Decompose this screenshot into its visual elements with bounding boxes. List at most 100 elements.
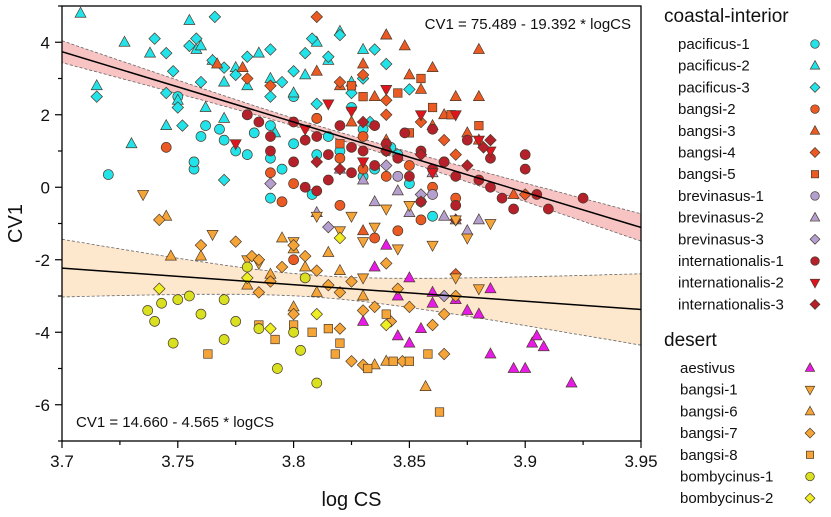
point-brevinasus-2 <box>368 195 381 207</box>
point-pacificus-2 <box>218 75 231 87</box>
point-aestivus <box>526 336 539 348</box>
point-internationalis-3 <box>333 162 347 176</box>
point-pacificus-1 <box>265 192 276 204</box>
point-bangsi-7 <box>356 304 370 317</box>
legend-label-brevinasus-2: brevinasus-2 <box>678 210 764 227</box>
point-pacificus-3 <box>208 10 222 24</box>
point-internationalis-1 <box>322 174 334 186</box>
legend-label-bangsi-5: bangsi-5 <box>678 166 736 183</box>
point-bangsi-1 <box>449 215 462 227</box>
point-brevinasus-2 <box>391 184 404 196</box>
point-bombycinus-2 <box>153 282 166 295</box>
point-bangsi-3 <box>403 68 416 80</box>
point-brevinasus-1 <box>427 189 438 200</box>
point-internationalis-1 <box>519 149 531 160</box>
point-pacificus-1 <box>195 131 207 142</box>
point-bombycinus-2 <box>264 322 277 335</box>
point-bangsi-4 <box>437 133 451 147</box>
y-tick-label: -4 <box>35 323 50 342</box>
point-bangsi-4 <box>333 75 347 89</box>
point-bangsi-2 <box>415 214 427 226</box>
point-internationalis-2 <box>449 110 462 122</box>
point-pacificus-1 <box>214 123 225 135</box>
legend-label-pacificus-2: pacificus-2 <box>678 58 750 75</box>
point-internationalis-1 <box>288 156 299 168</box>
x-tick-label: 3.75 <box>161 452 194 471</box>
point-bangsi-4 <box>449 148 462 161</box>
legend-marker-pacificus-3 <box>809 81 821 93</box>
point-internationalis-3 <box>310 155 324 169</box>
legend-label-bangsi-6: bangsi-6 <box>680 403 738 420</box>
legend-marker-pacificus-2 <box>809 59 821 70</box>
point-bangsi-7 <box>345 275 358 288</box>
point-pacificus-2 <box>143 46 157 58</box>
point-internationalis-2 <box>426 168 439 180</box>
point-bombycinus-1 <box>184 290 195 302</box>
point-aestivus <box>530 329 543 341</box>
point-pacificus-2 <box>125 137 138 149</box>
point-bangsi-8 <box>323 324 333 334</box>
legend: coastal-interior pacificus-1 pacificus-2 pa… <box>664 6 821 507</box>
point-internationalis-1 <box>461 134 473 146</box>
point-bombycinus-1 <box>272 363 283 374</box>
point-internationalis-1 <box>369 120 381 131</box>
point-pacificus-1 <box>241 149 253 160</box>
point-bangsi-7 <box>252 253 266 266</box>
legend-label-internationalis-1: internationalis-1 <box>678 253 784 270</box>
point-bangsi-8 <box>381 309 391 319</box>
point-bangsi-8 <box>388 356 398 366</box>
point-internationalis-2 <box>484 146 497 158</box>
point-bangsi-1 <box>403 201 416 213</box>
point-pacificus-3 <box>166 65 180 78</box>
point-pacificus-3 <box>159 86 173 100</box>
point-internationalis-1 <box>253 116 265 128</box>
point-internationalis-3 <box>414 195 428 208</box>
point-internationalis-2 <box>414 110 428 122</box>
point-bangsi-3 <box>236 60 249 72</box>
point-internationalis-1 <box>427 123 438 135</box>
legend-marker-brevinasus-1 <box>810 191 820 201</box>
point-internationalis-1 <box>322 149 334 160</box>
point-pacificus-3 <box>310 97 324 111</box>
point-bangsi-7 <box>403 300 416 314</box>
y-tick-label: 0 <box>41 178 50 197</box>
point-aestivus <box>537 340 550 352</box>
point-aestivus <box>414 321 428 333</box>
legend-marker-pacificus-1 <box>810 39 820 49</box>
point-bombycinus-2 <box>379 318 393 332</box>
point-pacificus-3 <box>305 32 319 45</box>
point-bangsi-7 <box>333 322 347 335</box>
confidence-band-coastal-interior <box>62 40 641 242</box>
point-pacificus-1 <box>218 134 230 146</box>
point-bangsi-7 <box>437 347 451 361</box>
point-bangsi-1 <box>472 284 485 296</box>
point-brevinasus-2 <box>461 224 474 236</box>
point-bangsi-2 <box>357 131 369 142</box>
point-internationalis-2 <box>356 157 370 169</box>
point-bangsi-6 <box>160 209 173 221</box>
point-bangsi-7 <box>379 257 393 270</box>
point-bangsi-5 <box>427 102 438 113</box>
point-bangsi-7 <box>275 260 289 274</box>
confidence-upper-coastal-interior <box>62 40 641 215</box>
point-internationalis-2 <box>229 139 242 151</box>
point-bangsi-7 <box>437 307 451 321</box>
legend-marker-aestivus <box>804 362 816 372</box>
point-pacificus-2 <box>183 13 196 25</box>
legend-group-title: desert <box>664 330 718 351</box>
point-internationalis-1 <box>404 171 415 182</box>
x-tick-label: 3.8 <box>282 452 306 471</box>
point-bangsi-6 <box>356 289 370 301</box>
legend-marker-internationalis-3 <box>809 298 821 310</box>
legend-marker-bangsi-3 <box>809 124 821 135</box>
point-pacificus-2 <box>90 79 103 91</box>
point-aestivus <box>356 314 370 326</box>
point-aestivus <box>461 303 474 315</box>
point-internationalis-1 <box>299 181 311 193</box>
legend-group-title: coastal-interior <box>664 6 789 27</box>
point-internationalis-1 <box>334 120 346 131</box>
point-bangsi-7 <box>345 355 358 368</box>
legend-label-bangsi-8: bangsi-8 <box>680 447 738 464</box>
point-bangsi-3 <box>398 39 411 51</box>
point-brevinasus-2 <box>356 173 370 185</box>
